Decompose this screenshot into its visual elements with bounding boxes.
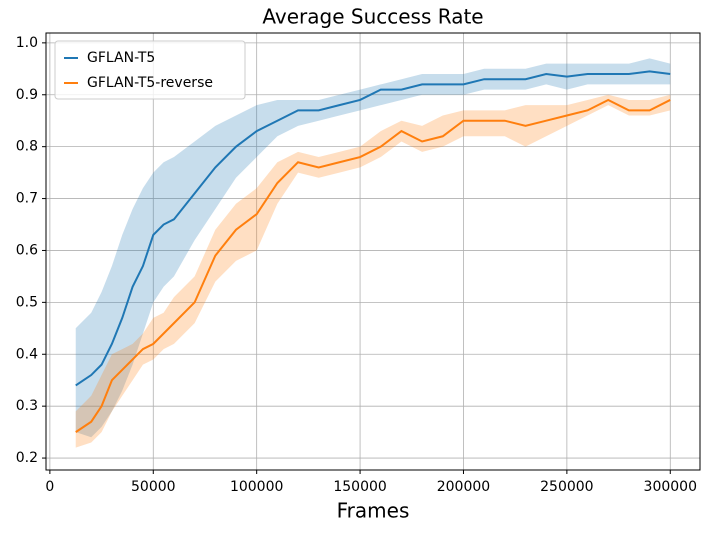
x-tick-label: 100000 <box>230 479 283 495</box>
y-tick-label: 0.6 <box>16 242 38 258</box>
x-tick-label: 200000 <box>437 479 490 495</box>
y-tick-label: 0.2 <box>16 450 38 466</box>
y-tick-label: 0.8 <box>16 139 38 155</box>
legend-label: GFLAN-T5 <box>87 50 155 66</box>
x-tick-label: 0 <box>45 479 54 495</box>
series-line <box>75 70 671 387</box>
x-axis-label: Frames <box>337 499 410 523</box>
y-tick-label: 0.7 <box>16 191 38 207</box>
x-tick-label: 250000 <box>540 479 593 495</box>
legend-label: GFLAN-T5-reverse <box>87 75 213 91</box>
series-line <box>75 98 671 433</box>
chart-title: Average Success Rate <box>262 5 483 29</box>
y-tick-label: 0.4 <box>16 346 38 362</box>
x-tick-label: 300000 <box>644 479 697 495</box>
x-tick-label: 50000 <box>131 479 176 495</box>
x-tick-label: 150000 <box>333 479 386 495</box>
confidence-band <box>75 58 671 438</box>
y-tick-label: 1.0 <box>16 35 38 51</box>
legend-box <box>54 40 246 100</box>
plot-frame <box>45 32 701 471</box>
y-tick-label: 0.3 <box>16 398 38 414</box>
y-tick-label: 0.9 <box>16 87 38 103</box>
y-tick-label: 0.5 <box>16 294 38 310</box>
